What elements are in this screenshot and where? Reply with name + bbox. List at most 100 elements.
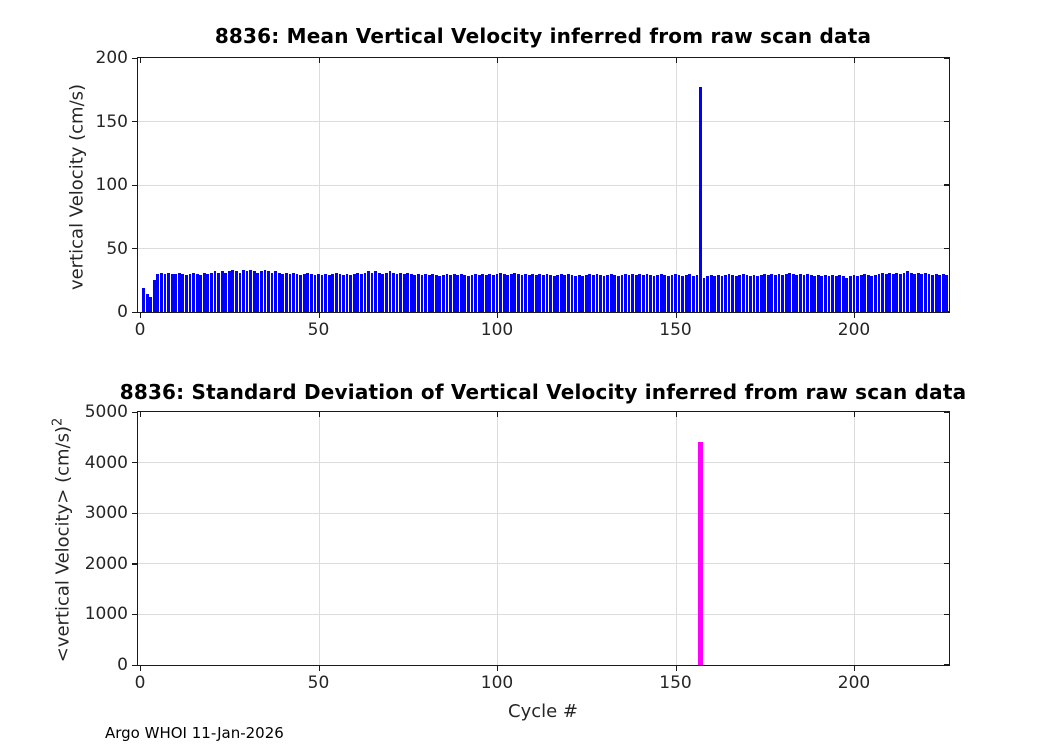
bar xyxy=(499,272,502,312)
bar xyxy=(766,275,770,312)
grid-line-horizontal xyxy=(138,462,949,464)
bar xyxy=(581,276,585,312)
x-tick-mark-top xyxy=(497,412,499,417)
bar xyxy=(659,273,663,312)
bar xyxy=(563,275,567,312)
bar xyxy=(856,276,859,312)
bar xyxy=(763,273,767,312)
bar xyxy=(445,273,449,312)
x-tick-mark xyxy=(497,313,499,318)
bar xyxy=(202,272,206,312)
x-tick-mark xyxy=(497,666,499,671)
x-tick-mark-top xyxy=(140,58,142,63)
bar xyxy=(477,275,481,312)
y-tick-label: 50 xyxy=(106,238,128,259)
bar xyxy=(292,272,295,312)
bar xyxy=(309,273,313,312)
bar xyxy=(881,272,884,312)
bar xyxy=(509,273,513,312)
y-tick-label: 1000 xyxy=(84,604,128,625)
bar xyxy=(327,275,331,312)
bar xyxy=(788,272,792,312)
bar xyxy=(759,275,763,312)
x-tick-label: 50 xyxy=(307,320,330,340)
bar xyxy=(145,294,149,312)
bar xyxy=(649,275,652,312)
bar xyxy=(716,275,720,312)
bar xyxy=(638,273,642,312)
y-tick-mark xyxy=(132,512,137,515)
bar xyxy=(802,275,806,312)
bar xyxy=(288,273,292,312)
bar xyxy=(902,272,906,312)
bar xyxy=(745,275,749,312)
bar xyxy=(267,271,270,312)
y-tick-mark-right xyxy=(944,613,949,616)
y-tick-mark-right xyxy=(944,664,949,665)
bar xyxy=(774,275,777,312)
bar xyxy=(688,273,692,312)
bar xyxy=(381,273,385,312)
grid-line-horizontal xyxy=(138,613,949,615)
bar xyxy=(156,273,160,312)
bar xyxy=(481,273,485,312)
bar xyxy=(306,272,310,312)
x-tick-label: 100 xyxy=(480,320,514,340)
bar xyxy=(577,275,581,312)
bar xyxy=(674,273,677,312)
x-tick-mark xyxy=(675,313,677,318)
bar xyxy=(634,275,638,312)
bar xyxy=(349,275,353,312)
bar xyxy=(238,272,242,312)
x-tick-mark-top xyxy=(675,58,677,63)
bar xyxy=(595,273,599,312)
bar xyxy=(427,275,431,312)
bar xyxy=(909,272,913,312)
bar xyxy=(734,276,738,312)
bar xyxy=(666,276,670,312)
bar xyxy=(609,273,613,312)
grid-line-vertical xyxy=(675,412,677,665)
bar xyxy=(827,276,831,312)
bar xyxy=(874,275,877,312)
bar xyxy=(713,276,717,312)
bar xyxy=(924,272,927,312)
bar xyxy=(866,275,870,312)
bar xyxy=(945,275,949,312)
y-tick-label: 0 xyxy=(117,302,128,322)
bar xyxy=(413,275,417,312)
bar xyxy=(342,275,345,312)
bar xyxy=(302,273,306,312)
bar xyxy=(809,275,813,312)
bar xyxy=(738,275,742,312)
bar xyxy=(438,276,442,312)
bar xyxy=(570,275,574,312)
bar xyxy=(841,276,845,312)
bar xyxy=(741,273,745,312)
x-tick-mark-top xyxy=(140,412,142,417)
bar xyxy=(174,273,178,312)
bar xyxy=(263,270,267,312)
bar xyxy=(142,287,145,312)
bar xyxy=(781,275,784,312)
x-tick-label: 50 xyxy=(307,673,330,693)
y-tick-label: 4000 xyxy=(84,452,128,473)
bar xyxy=(838,275,842,312)
bar xyxy=(406,272,410,312)
bar xyxy=(677,275,681,312)
x-tick-label: 200 xyxy=(837,673,871,693)
bar xyxy=(895,272,899,312)
bar xyxy=(224,272,228,312)
bar xyxy=(834,276,838,312)
bar xyxy=(695,275,699,312)
bar xyxy=(170,273,174,312)
bar xyxy=(399,272,402,312)
bar xyxy=(542,275,545,312)
bar xyxy=(552,276,556,312)
bar xyxy=(884,273,888,312)
bar xyxy=(449,275,452,312)
y-tick-label: 0 xyxy=(117,655,128,675)
y-tick-mark xyxy=(132,57,137,59)
mean-chart-plot-area xyxy=(137,57,950,313)
x-tick-mark xyxy=(854,666,856,671)
